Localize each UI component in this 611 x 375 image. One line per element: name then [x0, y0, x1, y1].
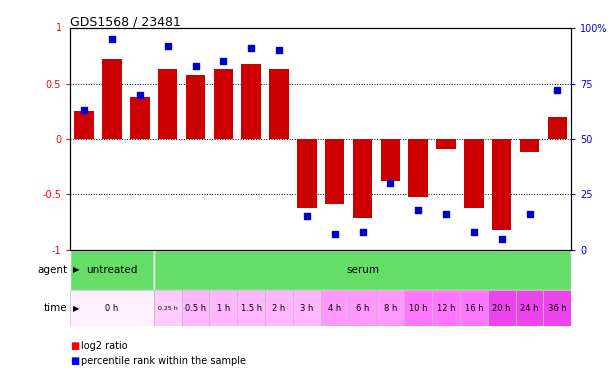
Bar [436, 139, 456, 149]
Text: 0.25 h: 0.25 h [158, 306, 178, 310]
Bar [353, 139, 372, 218]
Text: 24 h: 24 h [521, 304, 539, 313]
Bar [460, 290, 488, 326]
Point [274, 47, 284, 53]
Text: serum: serum [346, 265, 379, 275]
Text: GDS1568 / 23481: GDS1568 / 23481 [70, 15, 181, 28]
Bar [293, 290, 321, 326]
Point [552, 87, 562, 93]
Bar [381, 139, 400, 181]
Bar [70, 290, 154, 326]
Text: ■: ■ [70, 356, 79, 366]
Bar [241, 64, 261, 139]
Text: 12 h: 12 h [437, 304, 455, 313]
Bar [492, 139, 511, 230]
Text: agent: agent [37, 265, 67, 275]
Bar [325, 139, 345, 204]
Bar [464, 139, 484, 208]
Text: 1.5 h: 1.5 h [241, 304, 262, 313]
Text: 4 h: 4 h [328, 304, 342, 313]
Bar [520, 139, 540, 152]
Bar [432, 290, 460, 326]
Bar [376, 290, 404, 326]
Point [497, 236, 507, 242]
Bar [516, 290, 543, 326]
Text: ▶: ▶ [73, 266, 80, 274]
Bar [70, 250, 154, 290]
Point [163, 43, 172, 49]
Bar [488, 290, 516, 326]
Bar [404, 290, 432, 326]
Bar [102, 59, 122, 139]
Text: untreated: untreated [86, 265, 137, 275]
Point [79, 107, 89, 113]
Text: 36 h: 36 h [548, 304, 567, 313]
Text: ■: ■ [70, 340, 79, 351]
Point [219, 58, 229, 64]
Text: 0.5 h: 0.5 h [185, 304, 206, 313]
Bar [269, 69, 289, 139]
Bar [409, 139, 428, 196]
Text: time: time [43, 303, 67, 313]
Text: 1 h: 1 h [217, 304, 230, 313]
Bar [297, 139, 316, 208]
Bar [181, 290, 210, 326]
Text: log2 ratio: log2 ratio [81, 340, 128, 351]
Point [135, 92, 145, 98]
Bar [265, 290, 293, 326]
Text: 1: 1 [56, 23, 62, 33]
Point [413, 207, 423, 213]
Bar [154, 250, 571, 290]
Bar [75, 111, 94, 139]
Text: 3 h: 3 h [300, 304, 313, 313]
Text: 16 h: 16 h [464, 304, 483, 313]
Bar [543, 290, 571, 326]
Point [525, 211, 535, 217]
Bar [237, 290, 265, 326]
Point [246, 45, 256, 51]
Bar [158, 69, 177, 139]
Bar [130, 97, 150, 139]
Text: 0 h: 0 h [105, 304, 119, 313]
Text: 8 h: 8 h [384, 304, 397, 313]
Point [191, 63, 200, 69]
Point [330, 231, 340, 237]
Text: 20 h: 20 h [492, 304, 511, 313]
Text: 6 h: 6 h [356, 304, 369, 313]
Bar [547, 117, 567, 139]
Text: percentile rank within the sample: percentile rank within the sample [81, 356, 246, 366]
Point [302, 213, 312, 219]
Text: 2 h: 2 h [273, 304, 286, 313]
Point [357, 229, 367, 235]
Bar [210, 290, 237, 326]
Point [107, 36, 117, 42]
Point [386, 180, 395, 186]
Bar [186, 75, 205, 139]
Bar [321, 290, 349, 326]
Bar [154, 290, 181, 326]
Text: 10 h: 10 h [409, 304, 428, 313]
Text: ▶: ▶ [73, 304, 80, 313]
Bar [214, 69, 233, 139]
Point [441, 211, 451, 217]
Bar [349, 290, 376, 326]
Point [469, 229, 479, 235]
